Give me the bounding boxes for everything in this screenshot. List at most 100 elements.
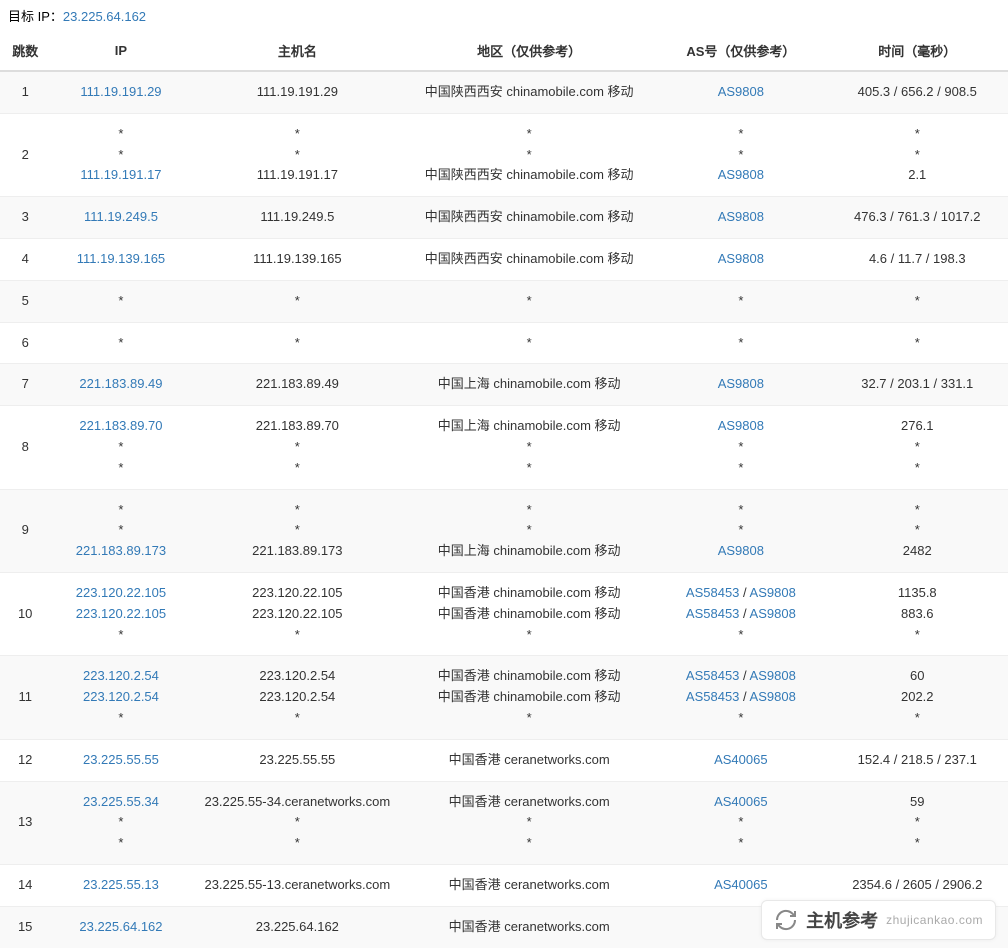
- as-link[interactable]: AS9808: [718, 84, 764, 99]
- as-link[interactable]: AS58453: [686, 668, 740, 683]
- cell-hop: 12: [0, 739, 50, 781]
- target-label: 目标 IP：: [8, 9, 63, 24]
- cell-ip: 223.120.22.105223.120.22.105*: [50, 572, 191, 655]
- cell-hop: 4: [0, 238, 50, 280]
- traceroute-table: 跳数 IP 主机名 地区（仅供参考） AS号（仅供参考） 时间（毫秒） 1111…: [0, 31, 1008, 948]
- as-link[interactable]: AS40065: [714, 794, 768, 809]
- hostname-text: 221.183.89.70: [196, 416, 400, 437]
- cell-ip: 23.225.55.34 **: [50, 781, 191, 864]
- ip-link[interactable]: 223.120.2.54: [83, 689, 159, 704]
- as-link[interactable]: AS9808: [718, 543, 764, 558]
- ip-link[interactable]: 23.225.64.162: [79, 919, 162, 934]
- as-text: *: [659, 520, 822, 541]
- as-link[interactable]: AS9808: [750, 606, 796, 621]
- table-row: 10223.120.22.105223.120.22.105*223.120.2…: [0, 572, 1008, 655]
- hostname-text: 223.120.2.54: [196, 666, 400, 687]
- region-text: 中国上海 chinamobile.com 移动: [407, 416, 651, 437]
- ip-text: *: [54, 812, 187, 833]
- ip-link[interactable]: 111.19.191.17: [80, 167, 161, 182]
- cell-hop: 2: [0, 113, 50, 196]
- ip-link[interactable]: 221.183.89.173: [76, 543, 166, 558]
- ip-text: *: [54, 145, 187, 166]
- time-text: 32.7 / 203.1 / 331.1: [831, 374, 1004, 395]
- as-link[interactable]: AS58453: [686, 689, 740, 704]
- table-row: 3111.19.249.5111.19.249.5中国陕西西安 chinamob…: [0, 197, 1008, 239]
- region-text: *: [407, 500, 651, 521]
- ip-text: *: [54, 833, 187, 854]
- target-ip-value[interactable]: 23.225.64.162: [63, 9, 146, 24]
- ip-link[interactable]: 223.120.22.105: [76, 585, 166, 600]
- as-text: *: [659, 124, 822, 145]
- table-row: 1111.19.191.29111.19.191.29中国陕西西安 chinam…: [0, 71, 1008, 113]
- ip-link[interactable]: 223.120.2.54: [83, 668, 159, 683]
- hostname-text: *: [196, 124, 400, 145]
- ip-link[interactable]: 221.183.89.49: [79, 376, 162, 391]
- cell-time: 152.4 / 218.5 / 237.1: [827, 739, 1008, 781]
- time-text: 4.6 / 11.7 / 198.3: [831, 249, 1004, 270]
- hostname-text: *: [196, 708, 400, 729]
- as-link[interactable]: AS9808: [718, 167, 764, 182]
- region-text: *: [407, 124, 651, 145]
- hostname-text: 23.225.64.162: [196, 917, 400, 938]
- cell-hop: 11: [0, 656, 50, 739]
- cell-as: AS40065**: [655, 781, 826, 864]
- as-link[interactable]: AS40065: [714, 877, 768, 892]
- cell-hop: 3: [0, 197, 50, 239]
- time-text: *: [831, 520, 1004, 541]
- hostname-text: 111.19.249.5: [196, 207, 400, 228]
- ip-link[interactable]: 23.225.55.34: [83, 794, 159, 809]
- ip-text: *: [54, 333, 187, 354]
- region-text: 中国香港 chinamobile.com 移动: [407, 604, 651, 625]
- cell-region: 中国香港 ceranetworks.com**: [403, 781, 655, 864]
- region-text: *: [407, 145, 651, 166]
- ip-link[interactable]: 221.183.89.70: [79, 418, 162, 433]
- cell-time: 276.1**: [827, 406, 1008, 489]
- region-text: 中国香港 ceranetworks.com: [407, 792, 651, 813]
- cell-time: **2.1: [827, 113, 1008, 196]
- ip-link[interactable]: 111.19.191.29: [80, 84, 161, 99]
- cell-hostname: 111.19.191.29: [192, 71, 404, 113]
- ip-link[interactable]: 111.19.249.5: [84, 209, 158, 224]
- as-link[interactable]: AS9808: [718, 251, 764, 266]
- cell-ip: 23.225.64.162: [50, 906, 191, 947]
- table-row: 1223.225.55.5523.225.55.55中国香港 ceranetwo…: [0, 739, 1008, 781]
- cell-ip: 221.183.89.70**: [50, 406, 191, 489]
- as-link[interactable]: AS9808: [750, 668, 796, 683]
- cell-hostname: 23.225.55-13.ceranetworks.com: [192, 864, 404, 906]
- table-body: 1111.19.191.29111.19.191.29中国陕西西安 chinam…: [0, 71, 1008, 948]
- as-link[interactable]: AS40065: [714, 752, 768, 767]
- region-text: *: [407, 625, 651, 646]
- time-text: 883.6: [831, 604, 1004, 625]
- as-link[interactable]: AS58453: [686, 606, 740, 621]
- as-link[interactable]: AS9808: [750, 585, 796, 600]
- as-link[interactable]: AS9808: [718, 418, 764, 433]
- time-text: *: [831, 458, 1004, 479]
- cell-as: **AS9808: [655, 489, 826, 572]
- time-text: *: [831, 708, 1004, 729]
- cell-ip: 223.120.2.54223.120.2.54*: [50, 656, 191, 739]
- cell-ip: 23.225.55.55: [50, 739, 191, 781]
- time-text: *: [831, 145, 1004, 166]
- ip-link[interactable]: 23.225.55.55: [83, 752, 159, 767]
- cell-ip: 111.19.249.5: [50, 197, 191, 239]
- ip-link[interactable]: 223.120.22.105: [76, 606, 166, 621]
- ip-link[interactable]: 111.19.139.165: [77, 251, 165, 266]
- as-link[interactable]: AS58453: [686, 585, 740, 600]
- as-link[interactable]: AS9808: [750, 689, 796, 704]
- hostname-text: 221.183.89.173: [196, 541, 400, 562]
- as-link[interactable]: AS9808: [718, 209, 764, 224]
- ip-text: *: [54, 458, 187, 479]
- cell-as: AS9808: [655, 238, 826, 280]
- time-text: 202.2: [831, 687, 1004, 708]
- cell-hostname: 223.120.2.54223.120.2.54*: [192, 656, 404, 739]
- time-text: *: [831, 124, 1004, 145]
- region-text: *: [407, 708, 651, 729]
- as-text: *: [659, 708, 822, 729]
- brand-badge[interactable]: 主机参考 zhujicankao.com: [761, 900, 996, 940]
- cell-hostname: 221.183.89.70**: [192, 406, 404, 489]
- ip-link[interactable]: 23.225.55.13: [83, 877, 159, 892]
- time-text: 2354.6 / 2605 / 2906.2: [831, 875, 1004, 896]
- as-text: *: [659, 458, 822, 479]
- cell-region: 中国香港 ceranetworks.com: [403, 739, 655, 781]
- as-link[interactable]: AS9808: [718, 376, 764, 391]
